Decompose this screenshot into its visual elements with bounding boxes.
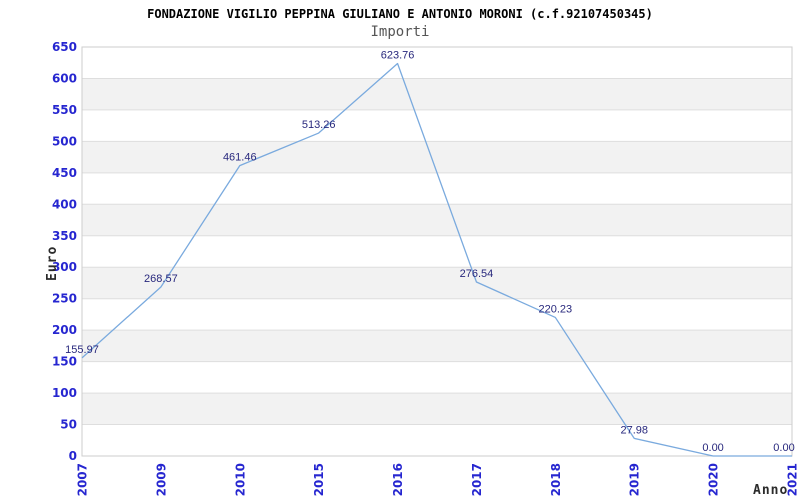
x-tick-label: 2019 — [628, 463, 642, 496]
chart-subtitle: Importi — [370, 24, 430, 40]
data-point-label: 623.76 — [381, 50, 415, 62]
data-point-label: 461.46 — [223, 152, 257, 164]
plot-band — [82, 141, 792, 173]
x-tick-label: 2021 — [786, 463, 800, 496]
x-tick-label: 2007 — [76, 463, 90, 496]
y-tick-label: 200 — [52, 323, 77, 337]
plot-band — [82, 393, 792, 425]
x-tick-label: 2017 — [470, 463, 484, 496]
y-tick-label: 250 — [52, 292, 77, 306]
x-tick-label: 2010 — [233, 463, 247, 496]
y-axis-title: Euro — [45, 246, 60, 281]
chart-title: FONDAZIONE VIGILIO PEPPINA GIULIANO E AN… — [147, 7, 653, 21]
x-tick-label: 2020 — [707, 463, 721, 496]
y-tick-label: 500 — [52, 134, 77, 148]
plot-band — [82, 204, 792, 236]
y-tick-label: 0 — [69, 449, 77, 463]
y-tick-label: 150 — [52, 355, 77, 369]
y-tick-label: 300 — [52, 260, 77, 274]
x-tick-label: 2009 — [154, 463, 168, 496]
plot-band — [82, 330, 792, 362]
data-line — [81, 62, 792, 457]
data-point-label: 0.00 — [773, 442, 794, 454]
y-tick-label: 350 — [52, 229, 77, 243]
plot-band — [82, 78, 792, 110]
data-point-label: 276.54 — [460, 268, 494, 280]
data-point-label: 268.57 — [144, 273, 178, 285]
y-tick-label: 400 — [52, 197, 77, 211]
y-tick-label: 50 — [60, 418, 77, 432]
y-tick-label: 450 — [52, 166, 77, 180]
x-axis-title: Anno — [753, 483, 788, 498]
x-tick-label: 2015 — [312, 463, 326, 496]
x-tick-label: 2018 — [549, 463, 563, 496]
y-tick-label: 600 — [52, 71, 77, 85]
data-point-label: 0.00 — [702, 442, 723, 454]
y-tick-label: 650 — [52, 40, 77, 54]
data-point-label: 27.98 — [620, 424, 648, 436]
y-tick-label: 100 — [52, 386, 77, 400]
data-point-label: 220.23 — [539, 303, 573, 315]
plot-band — [82, 267, 792, 299]
plot-border — [81, 46, 793, 457]
data-point-label: 513.26 — [302, 119, 336, 131]
x-tick-label: 2016 — [391, 463, 405, 496]
y-tick-label: 550 — [52, 103, 77, 117]
data-point-label: 155.97 — [65, 344, 99, 356]
